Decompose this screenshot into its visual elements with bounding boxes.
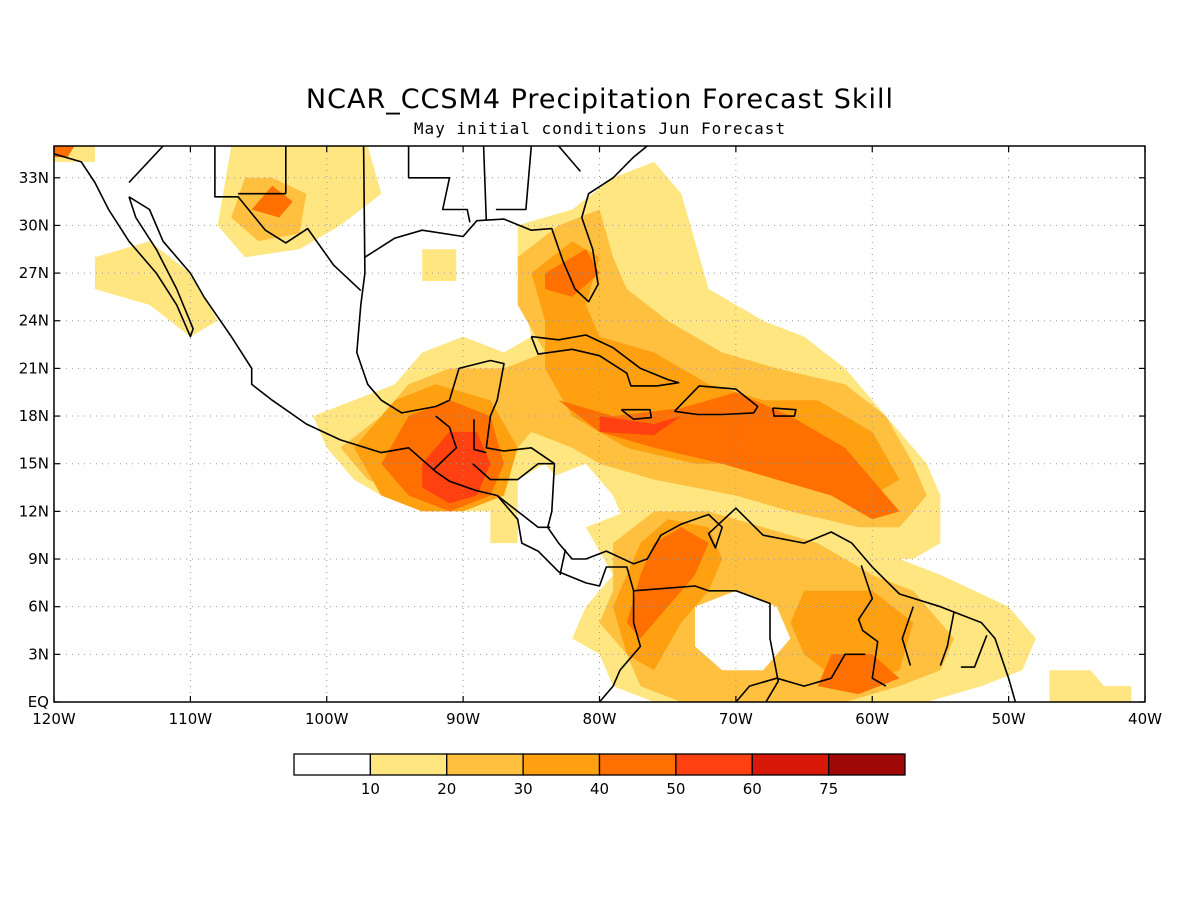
lon-tick-label: 90W [446,710,480,728]
coastline [673,385,759,416]
coastline [364,146,648,303]
lat-tick-label: 12N [19,502,49,520]
coastline [495,146,533,211]
lat-tick-label: 21N [19,359,49,377]
coastline [960,635,988,668]
lon-tick-label: 110W [169,710,213,728]
coastlines-and-borders [54,146,1017,702]
coastline [214,146,362,292]
colorbar-label: 40 [590,780,609,798]
coastline [432,415,458,471]
lon-tick-label: 60W [855,710,889,728]
lon-tick-label: 120W [32,710,76,728]
coastline [473,419,487,454]
lat-tick-label: 33N [19,169,49,187]
coastline [496,494,551,529]
colorbar-swatch-4 [598,753,677,776]
coastline [407,146,471,223]
coastline [771,407,797,417]
skill-region-20 [790,590,914,687]
colorbar-label: 30 [514,780,533,798]
lat-tick-label: 24N [19,312,49,330]
coastline [482,146,488,221]
lat-tick-label: 27N [19,264,49,282]
coastline [128,146,164,184]
coastline [620,408,653,421]
skill-contour-layer [54,146,1132,702]
skill-region-23 [695,590,791,671]
chart-subtitle: May initial conditions Jun Forecast [413,119,787,138]
coastline [472,462,555,481]
skill-region-2 [251,185,293,218]
colorbar: 10 20 30 40 50 60 75 [293,753,906,798]
lat-tick-label: EQ [28,693,49,711]
colorbar-swatch-0 [293,753,372,776]
skill-region-22 [817,654,900,695]
coastline [857,565,887,687]
lat-tick-label: 18N [19,407,49,425]
colorbar-swatch-2 [446,753,524,776]
lon-tick-label: 100W [305,710,349,728]
colorbar-swatch-1 [369,753,448,776]
lon-tick-label: 80W [583,710,617,728]
coastline [735,653,866,702]
lat-tick-label: 9N [28,550,49,568]
coastline [54,153,194,338]
colorbar-label: 60 [743,780,762,798]
skill-region-21 [626,527,709,639]
colorbar-swatch-3 [522,753,601,776]
colorbar-label: 75 [819,780,838,798]
map-axes: EQ 3N 6N 9N 12N 15N 18N 21N 24N 27N 30N 33N 120W 110W… [19,146,1162,728]
skill-region-5 [54,146,75,158]
skill-region-15 [599,416,682,436]
lon-tick-label: 40W [1128,710,1162,728]
skill-region-24 [1049,670,1132,702]
colorbar-label: 50 [666,780,685,798]
lon-tick-label: 50W [992,710,1026,728]
colorbar-label: 20 [437,780,456,798]
colorbar-swatch-7 [827,753,906,776]
lat-tick-label: 30N [19,216,49,234]
lat-tick-label: 3N [28,645,49,663]
coastline [559,549,567,576]
coastline [901,606,914,666]
coastline [633,585,780,702]
lat-tick-label: 15N [19,455,49,473]
colorbar-swatch-6 [751,753,830,776]
skill-region-11 [545,249,600,297]
lon-tick-label: 70W [719,710,753,728]
colorbar-label: 10 [361,780,380,798]
coastline [939,611,955,666]
lat-tick-label: 6N [28,598,49,616]
coastline [355,146,1017,702]
skill-region-6 [422,249,457,281]
coastline [530,334,680,387]
colorbar-swatch-5 [675,753,753,776]
coastline [557,146,582,172]
chart-title: NCAR_CCSM4 Precipitation Forecast Skill [305,84,895,115]
